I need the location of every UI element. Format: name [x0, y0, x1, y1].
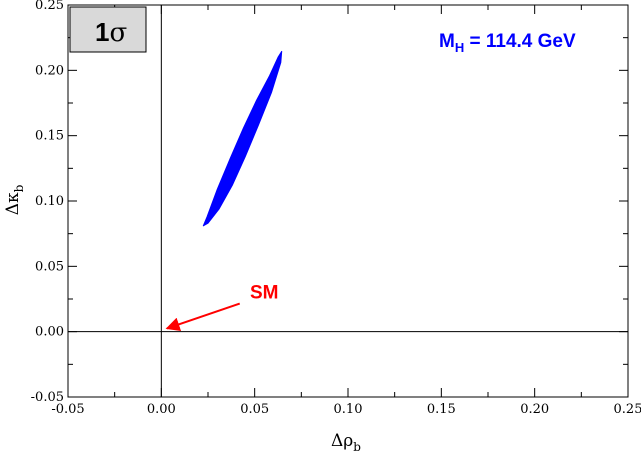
x-tick-label: 0.20	[520, 402, 549, 417]
x-axis-title-base: Δρ	[331, 431, 353, 451]
y-tick-label: 0.20	[35, 63, 64, 78]
x-tick-label: 0.00	[147, 402, 176, 417]
sigma-symbol: σ	[109, 18, 127, 48]
y-tick-label: 0.05	[35, 259, 64, 274]
y-axis-title-base: Δκ	[3, 192, 23, 215]
y-tick-label: 0.15	[35, 129, 64, 144]
x-axis-title-sub: b	[353, 440, 361, 454]
x-axis-ticks: -0.05 0.00 0.05 0.10 0.15 0.20 0.25	[51, 5, 641, 417]
sm-arrow	[165, 302, 241, 331]
y-tick-label: 0.10	[35, 194, 64, 209]
y-tick-label: -0.05	[31, 390, 64, 405]
x-axis-title: Δρb	[331, 431, 361, 454]
x-tick-label: 0.25	[614, 402, 641, 417]
svg-text:1σ: 1σ	[95, 17, 127, 48]
sigma-box-background	[69, 6, 147, 53]
sigma-number: 1	[95, 17, 109, 47]
sigma-box: 1σ	[69, 6, 147, 53]
y-tick-label: 0.25	[35, 0, 64, 13]
mass-prefix: M	[439, 31, 455, 52]
higgs-mass-label: MH = 114.4 GeV	[439, 31, 576, 55]
x-tick-label: 0.15	[427, 402, 456, 417]
x-tick-label: 0.05	[240, 402, 269, 417]
confidence-contour	[202, 50, 283, 227]
x-tick-label: 0.10	[334, 402, 363, 417]
mass-subscript: H	[455, 40, 464, 55]
x-tick-label: -0.05	[51, 402, 84, 417]
y-axis-title-sub: b	[12, 184, 26, 192]
sm-label: SM	[250, 282, 279, 303]
y-tick-label: 0.00	[35, 325, 64, 340]
plot-frame	[67, 4, 629, 398]
y-axis-title: Δκb	[3, 184, 26, 215]
mass-value: = 114.4 GeV	[464, 31, 576, 52]
y-axis-ticks: -0.05 0.00 0.05 0.10 0.15 0.20 0.25	[31, 0, 628, 405]
